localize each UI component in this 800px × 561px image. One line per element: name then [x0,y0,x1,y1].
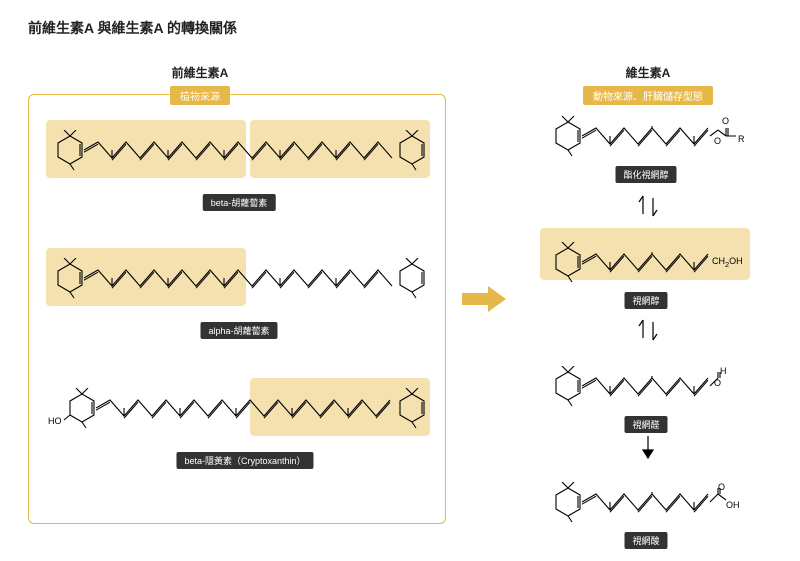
molecule-label: beta-隱黃素（Cryptoxanthin） [176,452,313,469]
molecule-label: 視網醛 [624,416,667,433]
conversion-arrow-icon [460,284,508,314]
down-arrow-icon [640,434,656,460]
equilibrium-arrow-icon [634,316,662,344]
left-column-header: 前維生素A [172,64,229,81]
equilibrium-arrow-icon [634,192,662,220]
right-column-header: 維生素A [626,64,671,81]
molecule-label: 酯化視網醇 [615,166,676,183]
molecule-label: beta-胡蘿蔔素 [203,194,276,211]
molecule-label: 視網醇 [624,292,667,309]
molecule-label: alpha-胡蘿蔔素 [200,322,277,339]
molecule-label: 視網酸 [624,532,667,549]
page-title: 前維生素A 與維生素A 的轉換關係 [28,18,237,38]
animal-source-badge: 動物來源、肝臟儲存型態 [583,86,713,105]
